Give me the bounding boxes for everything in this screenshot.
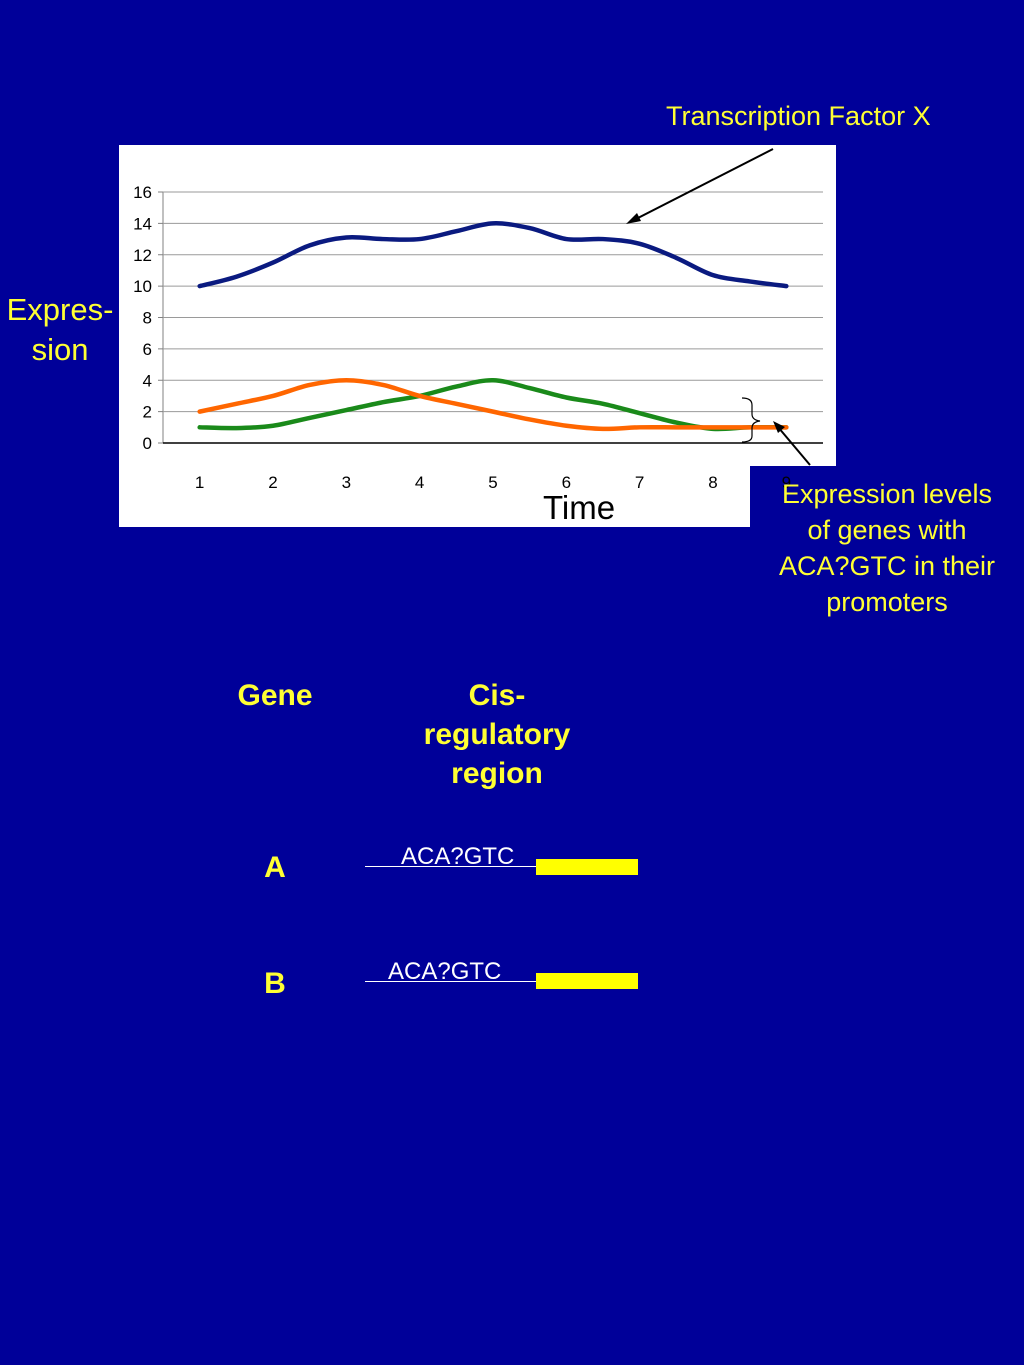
promoter-line-a bbox=[365, 866, 537, 867]
x-tick-label: 4 bbox=[415, 473, 424, 492]
chart-background-lower bbox=[119, 465, 750, 527]
gene-label-b: B bbox=[264, 967, 286, 1000]
series-line-3 bbox=[197, 378, 789, 432]
series-line-1 bbox=[197, 221, 789, 289]
gene-header: Gene bbox=[237, 679, 313, 712]
y-label-line-2: sion bbox=[31, 332, 89, 367]
cis-header: Cis- regulatory region bbox=[405, 676, 589, 793]
gene-box-a bbox=[536, 859, 638, 875]
cis-header-line: region bbox=[451, 757, 543, 790]
chart-background bbox=[119, 145, 836, 466]
expr-arrow-head bbox=[773, 421, 785, 433]
y-tick-label: 14 bbox=[133, 214, 152, 233]
y-tick-label: 12 bbox=[133, 246, 152, 265]
tf-arrow-line bbox=[631, 148, 774, 222]
expr-note-line: Expression levels bbox=[781, 479, 993, 509]
expr-note-line: promoters bbox=[826, 587, 948, 617]
y-tick-label: 16 bbox=[133, 183, 152, 202]
promoter-line-b bbox=[365, 981, 537, 982]
y-tick-label: 2 bbox=[143, 403, 152, 422]
motif-label-b: ACA?GTC bbox=[388, 958, 502, 985]
x-tick-label: 6 bbox=[562, 473, 571, 492]
y-tick-label: 4 bbox=[143, 371, 152, 390]
expr-note-line: of genes with bbox=[807, 515, 967, 545]
gene-label-a: A bbox=[264, 851, 286, 884]
y-axis-label: Expres- sion bbox=[0, 290, 120, 370]
y-label-line-1: Expres- bbox=[6, 292, 114, 327]
x-axis-label: Time bbox=[542, 489, 616, 526]
motif-label-a: ACA?GTC bbox=[401, 843, 515, 870]
x-tick-label: 7 bbox=[635, 473, 644, 492]
tf-label: Transcription Factor X bbox=[666, 101, 931, 131]
cis-header-line: regulatory bbox=[423, 718, 571, 751]
expr-note-line: ACA?GTC in their bbox=[778, 551, 996, 581]
tf-arrow-head bbox=[626, 213, 641, 224]
series-line-2 bbox=[197, 377, 789, 432]
cis-header-line: Cis- bbox=[468, 679, 526, 712]
y-tick-label: 10 bbox=[133, 277, 152, 296]
x-tick-label: 8 bbox=[708, 473, 717, 492]
y-tick-label: 8 bbox=[143, 309, 152, 328]
y-tick-label: 6 bbox=[143, 340, 152, 359]
x-tick-label: 5 bbox=[488, 473, 497, 492]
expr-arrow-line bbox=[777, 426, 811, 466]
y-tick-label: 0 bbox=[143, 434, 152, 453]
x-tick-label: 2 bbox=[268, 473, 277, 492]
x-tick-label: 1 bbox=[195, 473, 204, 492]
x-tick-label: 9 bbox=[782, 473, 791, 492]
x-tick-label: 3 bbox=[342, 473, 351, 492]
expression-note: Expression levels of genes with ACA?GTC … bbox=[758, 476, 1016, 620]
gene-box-b bbox=[536, 973, 638, 989]
group-brace bbox=[741, 397, 761, 443]
